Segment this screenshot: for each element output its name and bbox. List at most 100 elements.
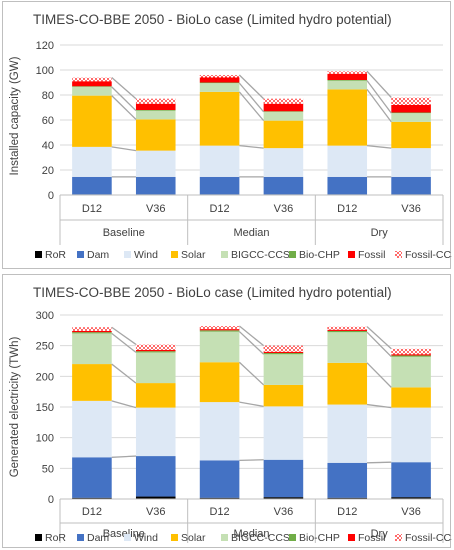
y-tick-label: 0 [48,190,54,202]
bar-segment-fossil [263,103,304,112]
series-line-fossil-ccs [238,74,265,100]
x-tick-label: V36 [146,203,166,215]
series-line-solar [238,91,265,122]
bar-segment-bigcc-ccs [199,83,240,92]
bar-segment-solar [199,362,240,403]
legend-label: Fossil-CCS [405,249,452,261]
x-tick-label: D12 [82,203,102,215]
bar-segment-wind [263,406,304,460]
legend-swatch-bigcc-ccs [221,251,228,258]
legend-swatch-fossil [348,251,355,258]
generation-chart-panel: TIMES-CO-BBE 2050 - BioLo case (Limited … [2,274,452,548]
bar-segment-wind [327,404,368,463]
series-line-solar [111,95,137,120]
legend-label: BIGCC-CCS [231,532,290,544]
bar-segment-fossil [135,349,176,352]
bar-segment-bigcc-ccs [263,111,304,121]
legend-label: Dam [87,249,109,261]
legend-swatch-bio-chp [289,251,296,258]
bar-segment-dam [72,457,112,498]
legend-swatch-fossil-ccs [395,251,402,258]
y-tick-label: 0 [48,494,54,506]
y-tick-label: 50 [42,463,54,475]
chart-title: TIMES-CO-BBE 2050 - BioLo case (Limited … [33,12,392,27]
bar-segment-fossil-ccs [72,327,112,331]
y-tick-label: 120 [36,40,54,52]
y-tick-label: 100 [36,65,54,77]
series-line-bigcc-ccs [366,331,392,358]
bar-segment-solar [327,362,368,405]
series-line-wind [111,400,137,409]
series-line-fossil-ccs [366,70,392,98]
bar-segment-ror [135,496,176,499]
bar-segment-bigcc-ccs [327,332,368,363]
x-tick-label: D12 [209,203,229,215]
bar-segment-bigcc-ccs [391,113,431,122]
legend-label: Fossil [358,249,385,261]
bar-segment-solar [135,119,176,151]
group-label: Median [233,227,269,239]
series-line-solar [238,361,265,386]
bar-segment-bio-chp [391,112,431,114]
bar-segment-bio-chp [72,86,112,87]
bar-segment-fossil-ccs [199,326,240,330]
legend: RoR Dam Wind Solar BIGCC-CCS Bio-CHP Fossil Fos… [35,249,452,261]
legend-swatch-solar [171,534,178,541]
bar-segment-wind [327,145,368,177]
y-tick-label: 300 [36,310,54,322]
bar-segment-wind [391,407,431,463]
bar-segment-bio-chp [327,330,368,333]
bar-segment-bigcc-ccs [72,333,112,365]
series-line-solar [366,362,392,388]
bar-segment-dam [263,459,304,498]
series-line-wind [366,403,392,409]
bar-segment-wind [199,402,240,461]
bar-segment-fossil-ccs [327,326,368,330]
x-tick-label: D12 [337,506,357,518]
legend-label: Bio-CHP [299,249,340,261]
series-line-fossil-ccs [238,325,265,347]
legend-label: Wind [134,532,158,544]
group-label: Dry [371,528,389,540]
bar-segment-fossil-ccs [391,348,431,355]
series-line-fossil-ccs [111,77,137,100]
bar-segment-fossil-ccs [199,75,240,78]
legend-label: Solar [181,532,206,544]
bar-segment-bigcc-ccs [135,352,176,384]
legend-label: Fossil [358,532,385,544]
series-line-bigcc-ccs [238,331,265,355]
y-tick-label: 150 [36,402,54,414]
bar-segment-wind [199,145,240,177]
series-line-bigcc-ccs [238,82,265,113]
series-line-wind [239,144,264,149]
bar-segment-fossil [263,351,304,354]
bar-segment-wind [135,407,176,457]
series-line-wind [111,146,137,152]
bar-segment-bio-chp [391,355,431,357]
series-line-dam [367,461,392,464]
legend-label: Solar [181,249,206,261]
series-line-bigcc-ccs [111,86,137,112]
series-line-bigcc-ccs [111,332,137,353]
bar-segment-fossil [327,329,368,331]
y-tick-label: 60 [42,115,54,127]
bar-segment-bio-chp [327,80,368,81]
y-tick-label: 100 [36,433,54,445]
bar-segment-wind [72,146,112,177]
x-tick-label: V36 [146,506,166,518]
series-line-fossil-ccs [366,326,392,350]
bar-segment-ror [327,497,368,499]
bar-segment-solar [327,89,368,146]
bar-segment-fossil-ccs [263,98,304,104]
bar-segment-dam [391,176,431,195]
bar-segment-bigcc-ccs [199,331,240,363]
bar-segment-dam [263,176,304,195]
x-tick-label: V36 [401,203,421,215]
bar-segment-solar [263,120,304,149]
bar-segment-bio-chp [72,332,112,334]
bar-segment-ror [391,497,431,499]
bar-segment-fossil-ccs [263,345,304,352]
bar-segment-fossil [72,330,112,333]
bar-segment-bigcc-ccs [327,80,368,90]
